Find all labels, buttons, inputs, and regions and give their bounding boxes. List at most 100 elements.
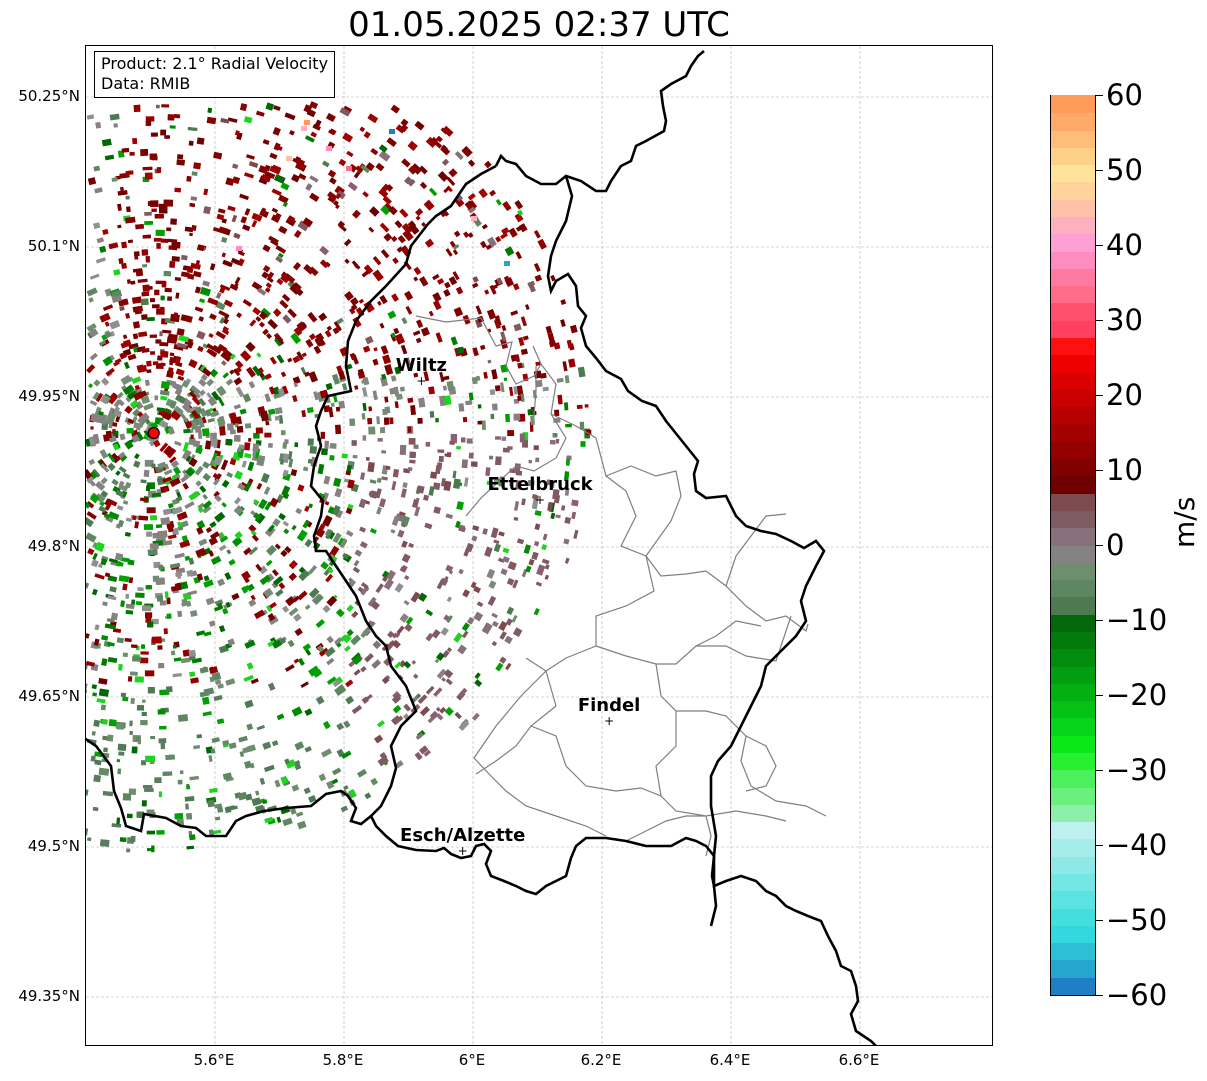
colorbar-tick-label: −20 xyxy=(1106,678,1168,712)
echo-pixel xyxy=(229,412,238,422)
echo-pixel xyxy=(335,509,343,519)
echo-pixel xyxy=(577,366,586,378)
echo-pixel xyxy=(277,145,283,151)
colorbar-tick xyxy=(1096,770,1103,771)
echo-pixel xyxy=(438,455,444,463)
echo-pixel xyxy=(584,404,589,408)
echo-pixel xyxy=(203,206,211,215)
echo-pixel xyxy=(136,364,145,373)
colorbar-tick-label: −60 xyxy=(1106,978,1168,1012)
echo-pixel xyxy=(334,637,343,645)
echo-pixel xyxy=(157,530,168,539)
echo-pixel xyxy=(486,308,497,320)
echo-pixel xyxy=(344,291,354,301)
echo-pixel xyxy=(394,366,402,375)
echo-pixel xyxy=(198,430,203,439)
echo-pixel xyxy=(391,293,399,302)
echo-pixel xyxy=(146,809,155,817)
echo-pixel xyxy=(506,578,515,586)
echo-pixel xyxy=(242,393,252,403)
echo-pixel xyxy=(452,249,459,256)
colorbar-segment xyxy=(1051,648,1095,667)
echo-pixel xyxy=(220,236,228,244)
echo-pixel xyxy=(174,552,185,559)
radar-map[interactable]: + Wiltz + Ettelbruck + Findel + Esch/Alzette xyxy=(85,45,993,1046)
echo-pixel xyxy=(169,260,176,268)
echo-pixel xyxy=(292,285,304,297)
echo-pixel xyxy=(107,641,115,647)
colorbar-segment xyxy=(1051,752,1095,771)
echo-pixel xyxy=(367,461,375,473)
echo-pixel xyxy=(233,368,241,377)
echo-pixel xyxy=(415,337,422,344)
echo-pixel xyxy=(139,412,150,423)
echo-pixel xyxy=(433,687,443,697)
echo-pixel xyxy=(134,453,140,460)
echo-pixel xyxy=(129,343,137,349)
echo-pixel xyxy=(111,177,118,182)
echo-pixel xyxy=(160,517,171,526)
echo-pixel xyxy=(271,207,278,213)
echo-pixel xyxy=(309,333,317,341)
echo-pixel xyxy=(335,204,340,210)
echo-pixel xyxy=(108,719,117,727)
echo-pixel xyxy=(86,511,97,520)
echo-pixel xyxy=(225,177,235,186)
echo-pixel xyxy=(188,457,198,467)
echo-pixel xyxy=(162,508,172,516)
echo-pixel xyxy=(351,354,359,365)
echo-pixel xyxy=(91,731,96,736)
echo-pixel xyxy=(379,222,390,233)
echo-pixel xyxy=(185,421,193,428)
echo-pixel xyxy=(160,295,165,301)
echo-pixel xyxy=(519,433,525,443)
echo-pixel xyxy=(260,307,271,319)
echo-pixel xyxy=(528,558,535,566)
echo-pixel xyxy=(363,300,375,313)
echo-pixel xyxy=(98,767,110,776)
echo-pixel xyxy=(271,581,279,589)
echo-pixel xyxy=(423,371,430,382)
echo-pixel xyxy=(160,395,168,401)
echo-pixel xyxy=(309,101,318,109)
echo-pixel xyxy=(213,829,222,835)
echo-pixel xyxy=(206,116,217,125)
echo-pixel xyxy=(128,577,134,584)
echo-pixel xyxy=(446,452,452,458)
echo-pixel xyxy=(560,319,566,327)
echo-pixel xyxy=(334,488,343,498)
echo-pixel xyxy=(296,529,308,542)
echo-pixel xyxy=(101,377,110,386)
echo-pixel xyxy=(88,297,94,303)
echo-pixel xyxy=(182,649,191,657)
echo-pixel xyxy=(120,186,124,191)
echo-pixel xyxy=(372,269,384,282)
echo-pixel xyxy=(177,375,185,381)
colorbar-segment xyxy=(1051,562,1095,581)
echo-pixel xyxy=(292,355,301,364)
echo-pixel xyxy=(203,575,210,582)
echo-pixel xyxy=(357,368,365,375)
echo-pixel xyxy=(153,439,161,448)
colorbar-tick xyxy=(1096,170,1103,171)
echo-pixel xyxy=(326,325,332,331)
echo-pixel xyxy=(476,375,481,382)
echo-pixel xyxy=(197,502,205,510)
echo-pixel xyxy=(127,239,134,244)
echo-pixel xyxy=(441,158,450,166)
echo-pixel xyxy=(157,709,166,715)
echo-pixel xyxy=(214,494,222,503)
echo-pixel xyxy=(308,587,320,599)
echo-pixel xyxy=(376,506,382,515)
echo-pixel xyxy=(164,135,170,139)
echo-pixel xyxy=(497,557,505,563)
colorbar-tick xyxy=(1096,995,1103,996)
echo-pixel xyxy=(351,652,361,662)
echo-pixel xyxy=(149,334,158,338)
echo-pixel xyxy=(480,240,487,249)
echo-pixel xyxy=(313,391,319,401)
echo-pixel xyxy=(118,483,129,492)
echo-pixel xyxy=(253,512,262,521)
echo-pixel xyxy=(481,420,486,430)
echo-pixel xyxy=(337,370,346,381)
